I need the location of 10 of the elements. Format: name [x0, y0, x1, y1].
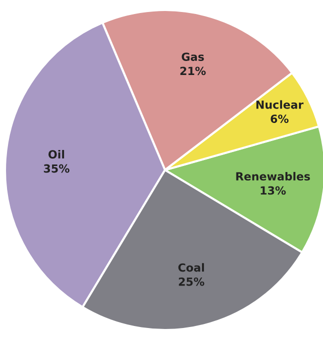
data-label: 35%	[44, 164, 70, 173]
data-label: 6%	[270, 114, 289, 123]
slice-label: Renewables	[236, 172, 310, 181]
slice-label: Oil	[48, 150, 64, 159]
slice-label: Gas	[182, 52, 204, 61]
data-label: 25%	[178, 277, 204, 286]
slice-label: Nuclear	[256, 100, 304, 109]
data-label: 21%	[180, 66, 206, 76]
slice-label: Coal	[178, 263, 204, 272]
data-label: 13%	[260, 186, 286, 195]
